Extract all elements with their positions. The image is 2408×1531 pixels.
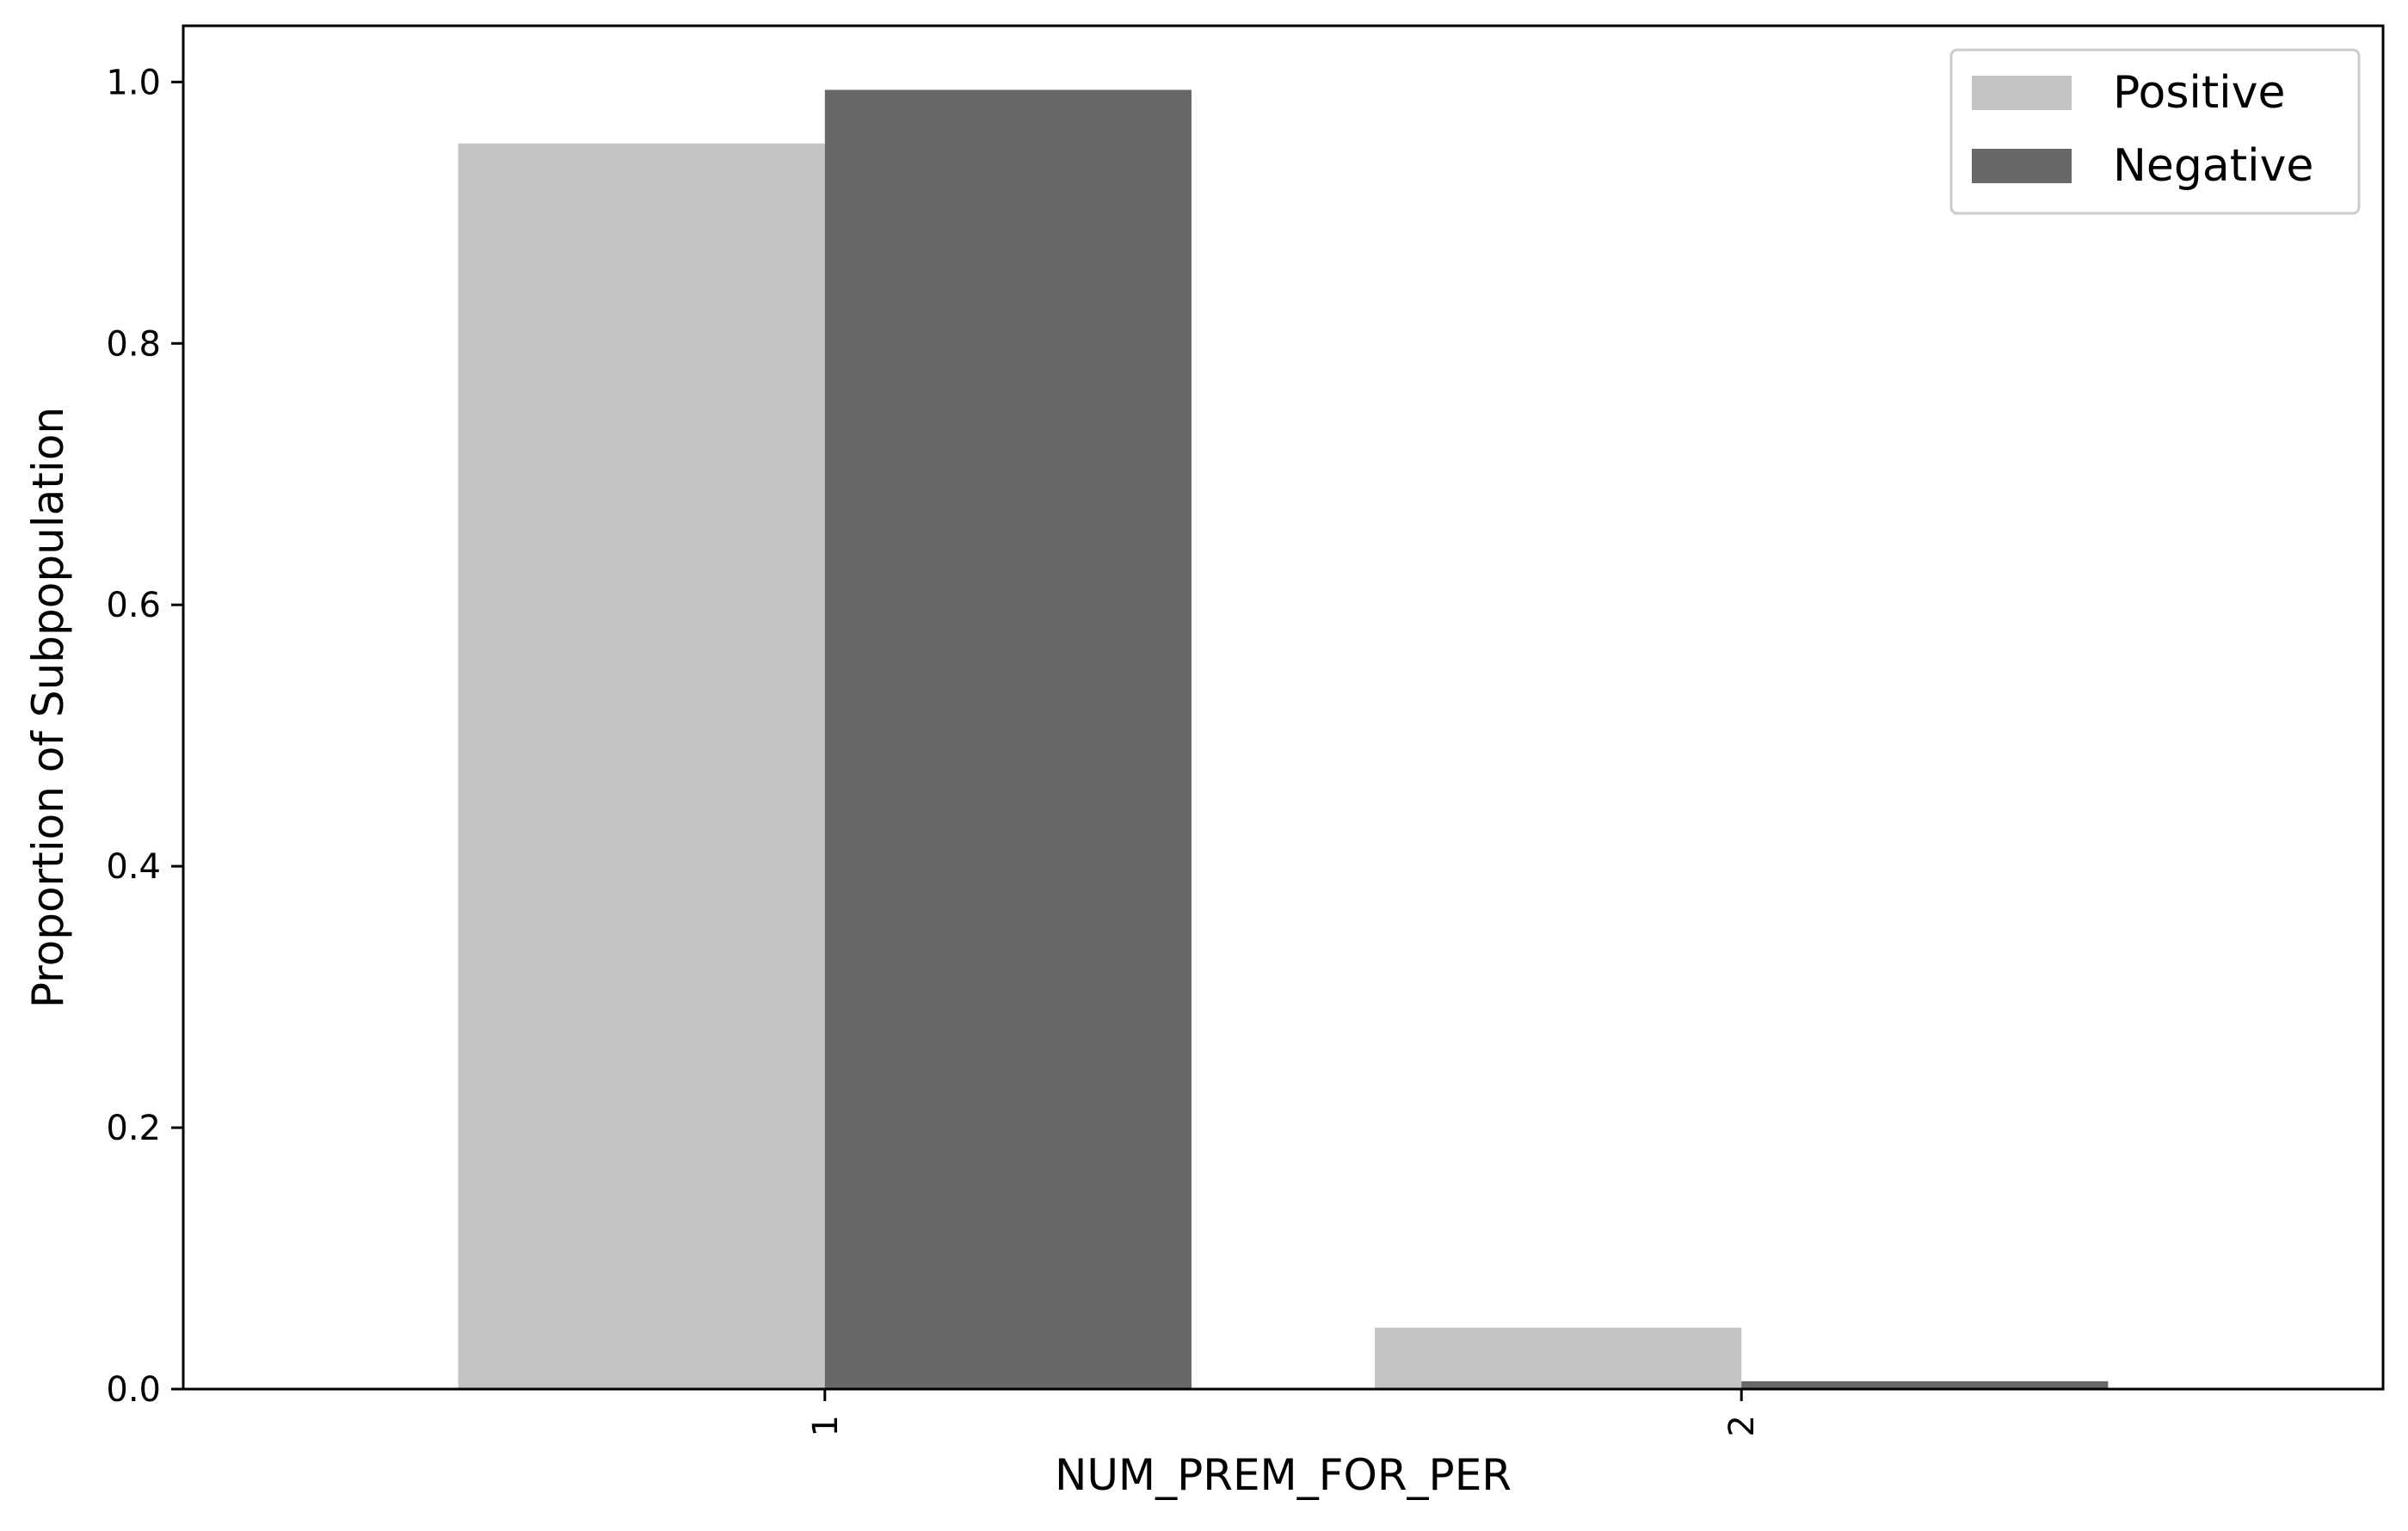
y-tick-label: 1.0 [106, 63, 161, 102]
bar-positive-2 [1375, 1327, 1742, 1389]
y-axis: 0.0 0.2 0.4 0.6 0.8 1.0 [106, 63, 183, 1410]
x-tick-label: 1 [806, 1415, 846, 1436]
x-axis-label: NUM_PREM_FOR_PER [1055, 1450, 1512, 1500]
legend-swatch-negative [1972, 149, 2072, 183]
plot-frame [182, 24, 2385, 1391]
legend-label-positive: Positive [2113, 67, 2285, 119]
legend: Positive Negative [1949, 48, 2361, 215]
bars-layer [458, 89, 2109, 1390]
bar-negative-1 [824, 89, 1192, 1389]
legend-swatch-positive [1972, 76, 2072, 110]
y-tick-label: 0.2 [106, 1109, 161, 1148]
y-tick-label: 0.0 [106, 1370, 161, 1410]
legend-label-negative: Negative [2113, 140, 2313, 192]
x-tick-label: 2 [1722, 1415, 1762, 1436]
y-tick-label: 0.8 [106, 324, 161, 364]
y-tick-label: 0.6 [106, 586, 161, 625]
bar-negative-2 [1741, 1380, 2109, 1389]
bar-positive-1 [458, 143, 825, 1390]
y-axis-label: Proportion of Subpopulation [23, 407, 73, 1008]
y-tick-label: 0.4 [106, 847, 161, 887]
